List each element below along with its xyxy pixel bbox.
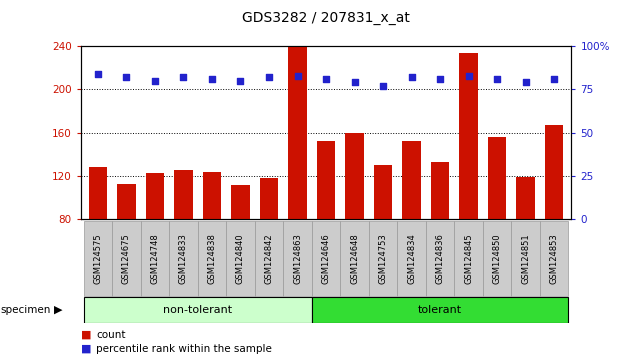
Point [207,76,217,82]
Bar [431,162,450,219]
FancyBboxPatch shape [197,221,226,296]
Bar [545,125,563,219]
FancyBboxPatch shape [255,221,283,296]
FancyBboxPatch shape [540,221,568,296]
FancyBboxPatch shape [169,221,197,296]
Bar [145,173,164,219]
Bar [345,133,364,219]
Bar [517,177,535,219]
FancyBboxPatch shape [84,221,112,296]
Text: GSM124753: GSM124753 [379,233,388,284]
Bar [288,47,307,219]
FancyBboxPatch shape [226,221,255,296]
Bar [402,141,421,219]
Bar [174,170,193,219]
FancyBboxPatch shape [512,221,540,296]
Text: GSM124850: GSM124850 [492,233,502,284]
Bar [202,172,221,219]
Text: GSM124845: GSM124845 [464,233,473,284]
Text: ■: ■ [81,344,91,354]
Point [93,71,103,76]
Bar [374,165,392,219]
Text: specimen: specimen [1,305,51,315]
Text: GSM124836: GSM124836 [435,233,445,284]
Point [321,76,331,82]
Bar [117,184,135,219]
FancyBboxPatch shape [483,221,512,296]
Point [464,73,474,78]
Bar [260,178,278,219]
FancyBboxPatch shape [84,297,312,323]
Text: GSM124834: GSM124834 [407,233,416,284]
Bar [460,52,478,219]
Text: GSM124646: GSM124646 [322,233,330,284]
Text: GSM124575: GSM124575 [93,233,102,284]
FancyBboxPatch shape [112,221,140,296]
Text: non-tolerant: non-tolerant [163,305,232,315]
Point [150,78,160,84]
Text: GSM124833: GSM124833 [179,233,188,284]
FancyBboxPatch shape [340,221,369,296]
Text: percentile rank within the sample: percentile rank within the sample [96,344,272,354]
Text: ■: ■ [81,330,91,339]
Text: GSM124851: GSM124851 [521,233,530,284]
FancyBboxPatch shape [455,221,483,296]
FancyBboxPatch shape [140,221,169,296]
Bar [317,141,335,219]
FancyBboxPatch shape [369,221,397,296]
FancyBboxPatch shape [426,221,455,296]
FancyBboxPatch shape [312,297,568,323]
Point [435,76,445,82]
Bar [89,167,107,219]
Point [235,78,245,84]
Point [407,74,417,80]
Bar [488,137,507,219]
Bar [231,185,250,219]
Text: GDS3282 / 207831_x_at: GDS3282 / 207831_x_at [242,11,410,25]
Point [178,74,188,80]
Text: GSM124648: GSM124648 [350,233,359,284]
Point [378,83,388,89]
Point [549,76,559,82]
Text: GSM124840: GSM124840 [236,233,245,284]
Point [264,74,274,80]
Point [121,74,131,80]
Point [292,73,302,78]
Text: GSM124863: GSM124863 [293,233,302,284]
FancyBboxPatch shape [397,221,426,296]
Text: GSM124838: GSM124838 [207,233,217,284]
Text: GSM124748: GSM124748 [150,233,160,284]
FancyBboxPatch shape [312,221,340,296]
Point [350,80,360,85]
Text: GSM124842: GSM124842 [265,233,273,284]
Text: GSM124853: GSM124853 [550,233,559,284]
Text: GSM124675: GSM124675 [122,233,131,284]
Point [521,80,531,85]
Text: tolerant: tolerant [418,305,462,315]
Text: ▶: ▶ [54,305,63,315]
FancyBboxPatch shape [283,221,312,296]
Text: count: count [96,330,126,339]
Point [492,76,502,82]
